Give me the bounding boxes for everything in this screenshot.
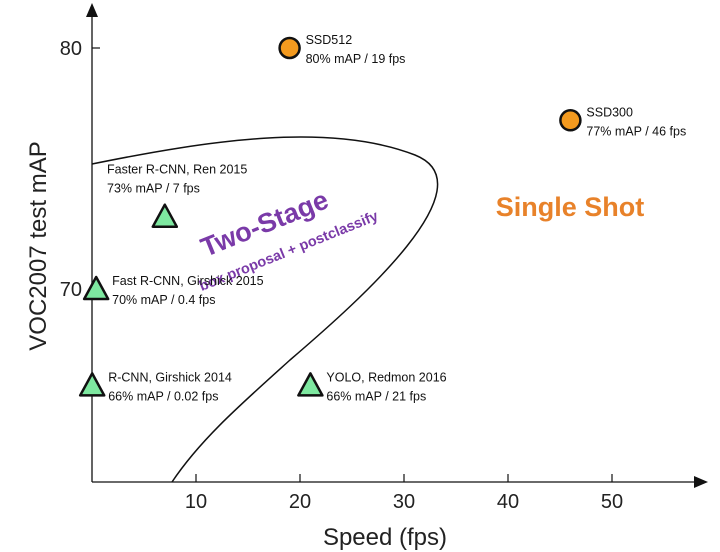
point-caption-label: 66% mAP / 21 fps: [326, 389, 426, 403]
point-name-label: Fast R-CNN, Girshick 2015: [112, 274, 263, 288]
data-point: R-CNN, Girshick 2014 66% mAP / 0.02 fps: [78, 370, 232, 403]
y-ticks: 70 80: [60, 38, 100, 301]
x-axis-arrow: [694, 476, 708, 488]
y-tick-label: 80: [60, 38, 82, 60]
x-tick-label: 20: [289, 491, 311, 513]
x-tick-label: 30: [393, 491, 415, 513]
x-ticks: 10 20 30 40 50: [185, 474, 623, 513]
point-name-label: SSD512: [306, 33, 353, 47]
point-caption-label: 77% mAP / 46 fps: [586, 124, 686, 138]
data-point: SSD300 77% mAP / 46 fps: [559, 105, 686, 138]
point-marker-triangle: [78, 372, 106, 397]
point-caption-label: 66% mAP / 0.02 fps: [108, 389, 218, 403]
x-tick-label: 10: [185, 491, 207, 513]
y-tick-label: 70: [60, 279, 82, 301]
two-stage-region-boundary: [91, 136, 439, 483]
two-stage-title: Two-Stage: [197, 185, 333, 263]
x-tick-label: 40: [497, 491, 519, 513]
y-axis-arrow: [86, 3, 98, 17]
point-marker-triangle: [151, 203, 179, 228]
point-marker-circle: [559, 109, 582, 132]
point-name-label: R-CNN, Girshick 2014: [108, 370, 232, 384]
point-marker-triangle: [82, 275, 110, 301]
x-axis-title: Speed (fps): [323, 524, 447, 551]
data-point: SSD512 80% mAP / 19 fps: [278, 33, 406, 66]
point-marker-triangle: [297, 372, 324, 397]
point-name-label: Faster R-CNN, Ren 2015: [107, 163, 247, 177]
point-marker-circle: [278, 36, 301, 60]
data-point: YOLO, Redmon 2016 66% mAP / 21 fps: [297, 370, 447, 403]
point-name-label: YOLO, Redmon 2016: [326, 370, 446, 384]
point-caption-label: 70% mAP / 0.4 fps: [112, 293, 215, 307]
point-name-label: SSD300: [586, 105, 633, 119]
x-tick-label: 50: [601, 491, 623, 513]
single-shot-title: Single Shot: [496, 192, 645, 222]
data-point: Fast R-CNN, Girshick 2015 70% mAP / 0.4 f…: [82, 274, 264, 307]
data-point: Faster R-CNN, Ren 2015 73% mAP / 7 fps: [107, 163, 247, 228]
y-axis-title: VOC2007 test mAP: [25, 141, 52, 350]
point-caption-label: 73% mAP / 7 fps: [107, 182, 200, 196]
point-caption-label: 80% mAP / 19 fps: [306, 52, 406, 66]
